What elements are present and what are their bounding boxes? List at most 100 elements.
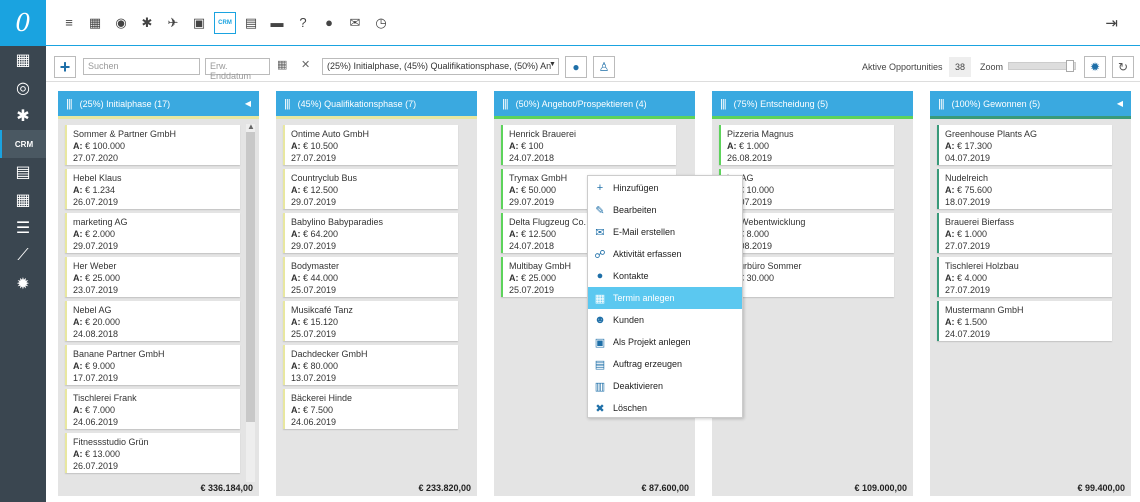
card-amount: A: € 25.000 [509, 273, 557, 283]
zoom-label: Zoom [980, 62, 1004, 72]
drag-handle-icon[interactable]: ||| [720, 97, 727, 110]
drag-handle-icon[interactable]: ||| [66, 97, 73, 110]
card-amount: A: € 8.000 [727, 229, 770, 239]
menu-item-termin-anlegen[interactable]: ▦ Termin anlegen [588, 287, 742, 309]
column-header[interactable]: ||| (75%) Entscheidung (5) [712, 91, 913, 119]
menu-item-kunden[interactable]: ☻ Kunden [588, 309, 742, 331]
zoom-slider[interactable] [1008, 60, 1076, 72]
briefcase-icon[interactable]: ▬ [270, 15, 284, 30]
menu-item-label: Auftrag erzeugen [613, 359, 683, 369]
menu-item-auftrag-erzeugen[interactable]: ▤ Auftrag erzeugen [588, 353, 742, 375]
card-date: 27.07.2019 [945, 285, 991, 295]
card-date: 24.07.2019 [945, 329, 991, 339]
target-icon[interactable]: ◉ [115, 14, 127, 30]
bug-icon[interactable]: ✱ [141, 14, 153, 30]
card-title: Ontime Auto GmbH [291, 129, 370, 139]
drag-handle-icon[interactable]: ||| [284, 97, 291, 110]
logout-icon[interactable]: ⇥ [1105, 15, 1118, 32]
project-icon[interactable]: ▣ [192, 14, 206, 30]
collapse-icon[interactable]: ◀ [244, 99, 251, 108]
user-filter-button[interactable]: ● [565, 56, 587, 78]
column-header[interactable]: ||| (45%) Qualifikationsphase (7) [276, 91, 477, 119]
person-filter-button[interactable]: ♙ [593, 56, 615, 78]
context-menu: + Hinzufügen ✎ Bearbeiten ✉ E-Mail erstellen ☍… [587, 175, 743, 418]
drag-handle-icon[interactable]: ||| [502, 97, 509, 110]
opportunity-card[interactable]: Her Weber A: € 25.000 23.07.2019 [65, 257, 240, 297]
sidebar-calendar-icon[interactable]: ▦ [15, 52, 31, 69]
menu-item-als-projekt-anlegen[interactable]: ▣ Als Projekt anlegen [588, 331, 742, 353]
opportunity-card[interactable]: Dachdecker GmbH A: € 80.000 13.07.2019 [283, 345, 458, 385]
opportunity-card[interactable]: Musikcafé Tanz A: € 15.120 25.07.2019 [283, 301, 458, 341]
sidebar-bug-icon[interactable]: ✱ [16, 108, 30, 125]
scroll-up-icon[interactable]: ▲ [247, 122, 255, 131]
menu-item-kontakte[interactable]: ● Kontakte [588, 265, 742, 287]
opportunity-card[interactable]: marketing AG A: € 2.000 29.07.2019 [65, 213, 240, 253]
help-icon[interactable]: ? [299, 15, 307, 30]
clock-icon[interactable]: ◷ [375, 14, 387, 30]
opportunity-card[interactable]: Hebel Klaus A: € 1.234 26.07.2019 [65, 169, 240, 209]
opportunity-card[interactable]: Henrick Brauerei A: € 100 24.07.2018 [501, 125, 676, 165]
opportunity-card[interactable]: Bäckerei Hinde A: € 7.500 24.06.2019 [283, 389, 458, 429]
opportunity-card[interactable]: Pizzeria Magnus A: € 1.000 26.08.2019 [719, 125, 894, 165]
invoice-icon[interactable]: ▤ [244, 14, 258, 30]
opportunity-card[interactable]: Bodymaster A: € 44.000 25.07.2019 [283, 257, 458, 297]
card-amount: A: € 12.500 [509, 229, 557, 239]
sidebar-target-icon[interactable]: ◎ [16, 80, 30, 97]
opportunity-card[interactable]: Nudelreich A: € 75.600 18.07.2019 [937, 169, 1112, 209]
column-header[interactable]: ||| (25%) Initialphase (17) ◀ [58, 91, 259, 119]
calendar-picker-icon[interactable]: ▦ [277, 59, 288, 71]
opportunity-card[interactable]: Ontime Auto GmbH A: € 10.500 27.07.2019 [283, 125, 458, 165]
sidebar-chart-icon[interactable]: ⟋ [17, 247, 29, 264]
settings-button[interactable]: ✹ [1084, 56, 1106, 78]
drag-handle-icon[interactable]: ||| [938, 97, 945, 110]
menu-icon[interactable]: ≡ [65, 15, 73, 30]
card-title: Fitnessstudio Grün [73, 437, 149, 447]
opportunity-card[interactable]: Fitnessstudio Grün A: € 13.000 26.07.2019 [65, 433, 240, 473]
opportunity-card[interactable]: ley AG A: € 10.000 29.07.2019 [719, 169, 894, 209]
app-logo[interactable]: 0 [0, 0, 46, 46]
collapse-icon[interactable]: ◀ [1116, 99, 1123, 108]
add-opportunity-button[interactable]: + [54, 56, 76, 78]
opportunity-card[interactable]: Countryclub Bus A: € 12.500 29.07.2019 [283, 169, 458, 209]
sidebar-settings-icon[interactable]: ✹ [16, 276, 30, 293]
card-title: Hebel Klaus [73, 173, 122, 183]
menu-item-deaktivieren[interactable]: ▥ Deaktivieren [588, 375, 742, 397]
mail-icon[interactable]: ✉ [349, 14, 361, 30]
sidebar-list-icon[interactable]: ☰ [15, 220, 31, 237]
sidebar-invoice-icon[interactable]: ▤ [15, 164, 31, 181]
search-input[interactable]: Suchen [83, 58, 200, 75]
opportunity-card[interactable]: Sommer & Partner GmbH A: € 100.000 27.07.2… [65, 125, 240, 165]
phase-select[interactable]: (25%) Initialphase, (45%) Qualifikations… [322, 58, 559, 75]
opportunity-card[interactable]: Tischlerei Frank A: € 7.000 24.06.2019 [65, 389, 240, 429]
opportunity-card[interactable]: Banane Partner GmbH A: € 9.000 17.07.2019 [65, 345, 240, 385]
zoom-slider-thumb[interactable] [1065, 60, 1074, 72]
opportunity-card[interactable]: Brauerei Bierfass A: € 1.000 27.07.2019 [937, 213, 1112, 253]
end-date-input[interactable]: Erw. Enddatum [205, 58, 270, 81]
crm-icon[interactable]: CRM [214, 11, 236, 34]
menu-item-bearbeiten[interactable]: ✎ Bearbeiten [588, 199, 742, 221]
sidebar-table-icon[interactable]: ▦ [15, 192, 31, 209]
column-scrollbar[interactable]: ▲ [246, 122, 255, 482]
menu-item-e-mail-erstellen[interactable]: ✉ E-Mail erstellen [588, 221, 742, 243]
clear-date-icon[interactable]: ✕ [301, 59, 311, 71]
column-header[interactable]: ||| (100%) Gewonnen (5) ◀ [930, 91, 1131, 119]
chat-icon[interactable]: ● [325, 15, 333, 30]
sidebar-crm-label[interactable]: CRM [0, 130, 46, 158]
opportunity-card[interactable]: Greenhouse Plants AG A: € 17.300 04.07.201… [937, 125, 1112, 165]
menu-item-hinzufügen[interactable]: + Hinzufügen [588, 177, 742, 199]
opportunity-card[interactable]: Nebel AG A: € 20.000 24.08.2018 [65, 301, 240, 341]
opportunity-card[interactable]: nieurbüro Sommer A: € 30.000 [719, 257, 894, 297]
opportunity-card[interactable]: rry Webentwicklung A: € 8.000 29.08.2019 [719, 213, 894, 253]
opportunity-card[interactable]: Babylino Babyparadies A: € 64.200 29.07.20… [283, 213, 458, 253]
menu-item-löschen[interactable]: ✖ Löschen [588, 397, 742, 419]
opportunity-card[interactable]: Tischlerei Holzbau A: € 4.000 27.07.2019 [937, 257, 1112, 297]
opportunity-card[interactable]: Mustermann GmbH A: € 1.500 24.07.2019 [937, 301, 1112, 341]
column-header[interactable]: ||| (50%) Angebot/Prospektieren (4) [494, 91, 695, 119]
scrollbar-thumb[interactable] [246, 132, 255, 422]
calendar-icon[interactable]: ▦ [88, 14, 102, 30]
menu-item-aktivität-erfassen[interactable]: ☍ Aktivität erfassen [588, 243, 742, 265]
refresh-button[interactable]: ↻ [1112, 56, 1134, 78]
plane-icon[interactable]: ✈ [167, 14, 179, 30]
chevron-down-icon[interactable]: ▼ [549, 61, 556, 68]
card-date: 26.08.2019 [727, 153, 773, 163]
